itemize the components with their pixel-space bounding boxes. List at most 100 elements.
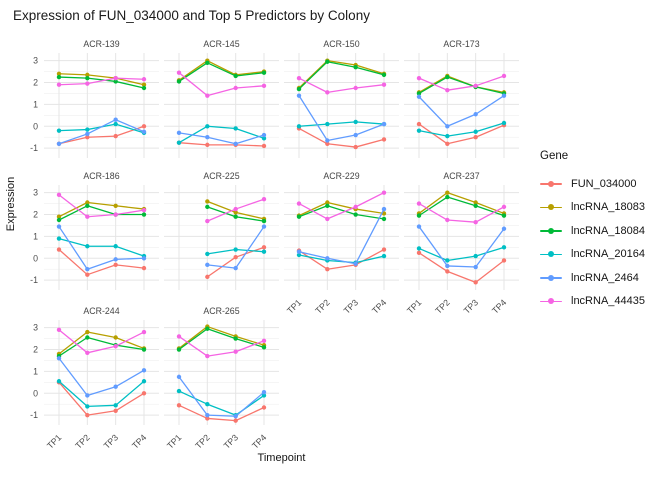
data-point bbox=[176, 79, 182, 84]
data-point bbox=[233, 210, 238, 215]
data-point bbox=[56, 327, 62, 333]
data-point bbox=[325, 267, 330, 272]
data-point bbox=[205, 60, 210, 66]
y-axis-tick-label: 0 bbox=[33, 388, 38, 398]
data-point bbox=[473, 135, 478, 140]
data-point bbox=[261, 224, 267, 229]
x-axis-tick-label: TP1 bbox=[405, 297, 424, 316]
series-line bbox=[418, 252, 505, 283]
data-point bbox=[205, 124, 210, 129]
data-point bbox=[445, 74, 450, 80]
facet-panel: ACR-150 bbox=[284, 39, 399, 158]
data-point bbox=[85, 393, 90, 398]
x-axis-tick-label: TP1 bbox=[45, 432, 64, 451]
data-point bbox=[296, 252, 302, 258]
facet-panel: ACR-229 TP1 TP2 TP3 TP4 bbox=[284, 171, 399, 316]
legend-entry-label: lncRNA_2464 bbox=[571, 271, 639, 284]
data-point bbox=[353, 132, 358, 138]
data-point bbox=[141, 368, 147, 373]
y-axis-tick-label: 0 bbox=[33, 121, 38, 131]
data-point bbox=[501, 120, 507, 126]
data-point bbox=[85, 214, 90, 219]
data-point bbox=[261, 70, 267, 75]
series-line bbox=[178, 390, 265, 416]
facet-strip-label: ACR-145 bbox=[203, 39, 239, 49]
data-point bbox=[113, 262, 118, 268]
y-axis-tick-label: -1 bbox=[30, 275, 38, 285]
series-line bbox=[298, 77, 385, 94]
y-axis-tick-label: 1 bbox=[33, 231, 38, 241]
x-axis-tick-label: TP3 bbox=[342, 297, 361, 316]
data-point bbox=[233, 85, 238, 91]
legend-title: Gene bbox=[540, 150, 569, 162]
legend-key-icon bbox=[540, 294, 562, 308]
data-point bbox=[353, 261, 358, 266]
data-point bbox=[113, 203, 118, 208]
data-point bbox=[176, 403, 182, 408]
data-point bbox=[445, 217, 450, 223]
data-point bbox=[296, 249, 302, 254]
data-point bbox=[113, 79, 118, 84]
data-point bbox=[205, 416, 210, 421]
data-point bbox=[233, 418, 238, 423]
series-line bbox=[58, 73, 145, 86]
legend-entry-label: lncRNA_44435 bbox=[571, 295, 645, 308]
series-line bbox=[298, 60, 385, 89]
facet-panel: ACR-265 TP1 TP2 TP3 TP4 bbox=[164, 306, 279, 451]
series-line bbox=[298, 61, 385, 90]
series-line bbox=[298, 95, 385, 142]
data-point bbox=[416, 224, 422, 229]
y-axis-tick-label: 2 bbox=[33, 78, 38, 88]
data-point bbox=[296, 214, 302, 219]
data-point bbox=[141, 329, 147, 335]
data-point bbox=[261, 245, 267, 250]
data-point bbox=[353, 65, 358, 70]
series-line bbox=[58, 201, 145, 218]
series-line bbox=[58, 225, 145, 270]
facet-strip-label: ACR-225 bbox=[203, 171, 239, 181]
data-point bbox=[205, 326, 210, 331]
x-axis-tick-label: TP2 bbox=[73, 432, 92, 451]
data-point bbox=[416, 75, 422, 81]
series-line bbox=[418, 196, 505, 217]
data-point bbox=[381, 82, 387, 87]
legend-entry: lncRNA_18083 bbox=[540, 196, 645, 220]
data-point bbox=[205, 218, 210, 224]
data-point bbox=[325, 141, 330, 146]
legend-key-dot bbox=[548, 274, 554, 281]
legend-entry: FUN_034000 bbox=[540, 172, 645, 196]
data-point bbox=[176, 70, 182, 75]
data-point bbox=[296, 75, 302, 81]
facet-strip-label: ACR-244 bbox=[83, 306, 119, 316]
data-point bbox=[296, 124, 302, 129]
series-line bbox=[58, 381, 145, 416]
data-point bbox=[141, 124, 147, 129]
legend-key-dot bbox=[548, 298, 554, 305]
legend-key-dot bbox=[548, 227, 554, 234]
data-point bbox=[473, 112, 478, 117]
data-point bbox=[205, 135, 210, 140]
data-point bbox=[141, 265, 147, 271]
data-point bbox=[176, 347, 182, 352]
legend-entry-label: lncRNA_18083 bbox=[571, 201, 645, 214]
data-point bbox=[205, 412, 210, 418]
legend-entry: lncRNA_18084 bbox=[540, 219, 645, 243]
series-line bbox=[58, 119, 145, 145]
data-point bbox=[141, 129, 147, 134]
legend-key-icon bbox=[540, 200, 562, 214]
data-point bbox=[416, 213, 422, 218]
x-axis-tick-label: TP2 bbox=[433, 297, 452, 316]
data-point bbox=[416, 250, 422, 256]
series-line bbox=[298, 192, 385, 220]
data-point bbox=[85, 72, 90, 78]
data-point bbox=[325, 138, 330, 143]
series-line bbox=[418, 76, 505, 95]
data-point bbox=[205, 142, 210, 148]
facet-strip-label: ACR-229 bbox=[323, 171, 359, 181]
data-point bbox=[261, 405, 267, 410]
y-axis-tick-label: 1 bbox=[33, 366, 38, 376]
data-point bbox=[261, 218, 267, 224]
data-point bbox=[473, 219, 478, 225]
